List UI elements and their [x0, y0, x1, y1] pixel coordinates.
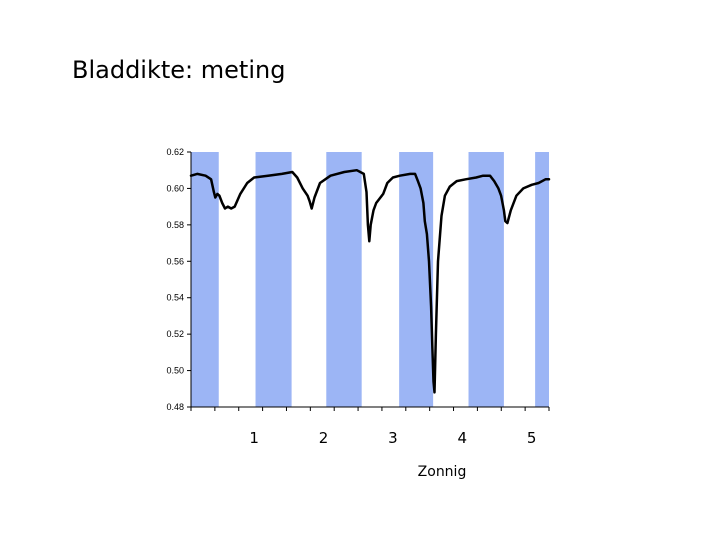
series-group: [189, 168, 551, 394]
axes: [187, 151, 550, 411]
band-2: [255, 152, 292, 407]
x-tick-label: 3: [388, 429, 398, 447]
band-group: [191, 152, 549, 407]
x-tick-label: 4: [458, 429, 468, 447]
x-tick-label: 5: [527, 429, 537, 447]
y-tick-labels: 0.62 0.60 0.58 0.56 0.54 0.52 0.50 0.48: [166, 147, 184, 412]
y-tick-label: 0.60: [166, 183, 184, 193]
series-line-1: [189, 168, 551, 394]
y-tick-label: 0.54: [166, 293, 184, 303]
y-tick-label: 0.62: [166, 147, 184, 157]
y-tick-label: 0.50: [166, 366, 184, 376]
y-tick-label: 0.58: [166, 220, 184, 230]
x-tick-label: 2: [319, 429, 329, 447]
band-5: [468, 152, 504, 407]
band-4: [399, 152, 434, 407]
y-tick-label: 0.56: [166, 256, 184, 266]
x-tick-label: 1: [249, 429, 259, 447]
slide-title: Bladdikte: meting: [72, 56, 286, 84]
band-3: [326, 152, 362, 407]
x-axis-label: Zonnig: [418, 464, 467, 480]
y-tick-label: 0.48: [166, 402, 184, 412]
x-tick-labels: 1 2 3 4 5: [249, 429, 536, 447]
band-6: [535, 152, 549, 407]
y-tick-label: 0.52: [166, 329, 184, 339]
